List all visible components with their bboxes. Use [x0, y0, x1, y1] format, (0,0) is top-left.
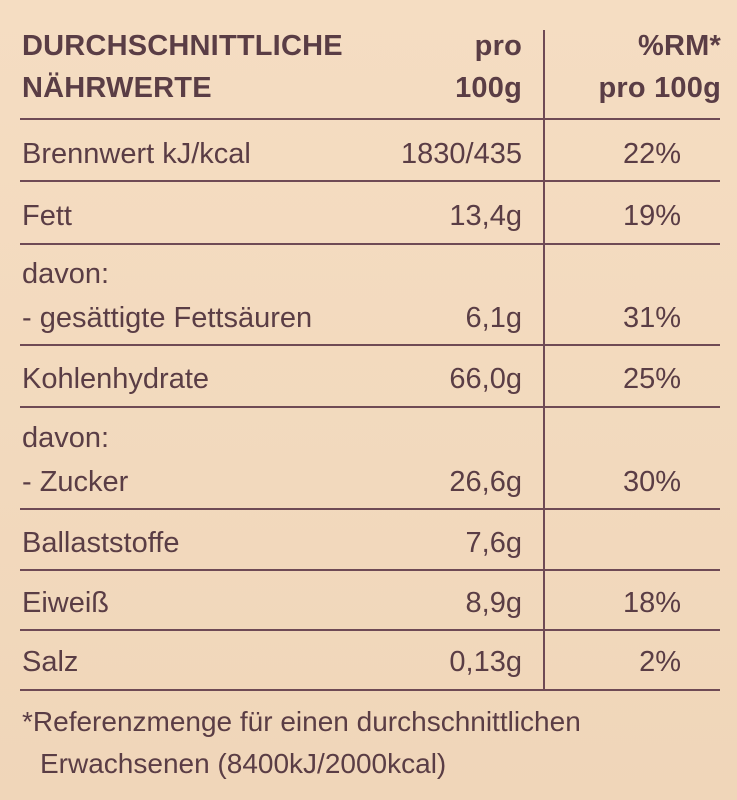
- footnote-line2: Erwachsenen (8400kJ/2000kcal): [40, 748, 447, 779]
- nutrient-name: Kohlenhydrate: [22, 363, 210, 395]
- row-divider: [20, 569, 720, 571]
- nutrient-rm: 25%: [622, 363, 681, 395]
- nutrient-name: - Zucker: [22, 466, 129, 498]
- column-divider: [543, 30, 545, 690]
- nutrient-name: - gesättigte Fettsäuren: [22, 302, 313, 334]
- nutrient-value: 8,9g: [465, 587, 522, 619]
- nutrient-subheading: davon:: [22, 422, 110, 454]
- header-rm-line2: pro 100g: [598, 72, 721, 104]
- row-divider: [20, 508, 720, 510]
- nutrient-subheading: davon:: [22, 258, 110, 290]
- nutrient-value: 26,6g: [449, 466, 522, 498]
- nutrient-name: Salz: [22, 646, 79, 678]
- header-per-line1: pro: [474, 30, 522, 62]
- row-divider: [20, 406, 720, 408]
- nutrient-rm: 19%: [622, 200, 681, 232]
- nutrient-rm: 22%: [622, 138, 681, 170]
- row-divider: [20, 243, 720, 245]
- nutrient-name: Eiweiß: [22, 587, 110, 619]
- nutrient-value: 1830/435: [401, 138, 522, 170]
- row-divider: [20, 180, 720, 182]
- header-title-line1: DURCHSCHNITTLICHE: [22, 30, 343, 62]
- row-divider: [20, 689, 720, 691]
- row-divider: [20, 629, 720, 631]
- row-divider: [20, 344, 720, 346]
- nutrient-value: 0,13g: [449, 646, 522, 678]
- header-per-line2: 100g: [455, 72, 522, 104]
- nutrient-name: Fett: [22, 200, 72, 232]
- nutrient-value: 6,1g: [465, 302, 522, 334]
- nutrient-name: Ballaststoffe: [22, 527, 180, 559]
- header-title-line2: NÄHRWERTE: [22, 72, 212, 104]
- nutrient-rm: 18%: [622, 587, 681, 619]
- nutrient-value: 7,6g: [465, 527, 522, 559]
- nutrient-name: Brennwert kJ/kcal: [22, 138, 251, 170]
- nutrient-rm: 2%: [639, 646, 681, 678]
- nutrient-value: 13,4g: [449, 200, 522, 232]
- nutrient-value: 66,0g: [449, 363, 522, 395]
- nutrient-rm: 30%: [622, 466, 681, 498]
- nutrient-rm: 31%: [622, 302, 681, 334]
- row-divider: [20, 118, 720, 120]
- header-rm-line1: %RM*: [638, 30, 721, 62]
- footnote-line1: *Referenzmenge für einen durchschnittlic…: [22, 706, 581, 737]
